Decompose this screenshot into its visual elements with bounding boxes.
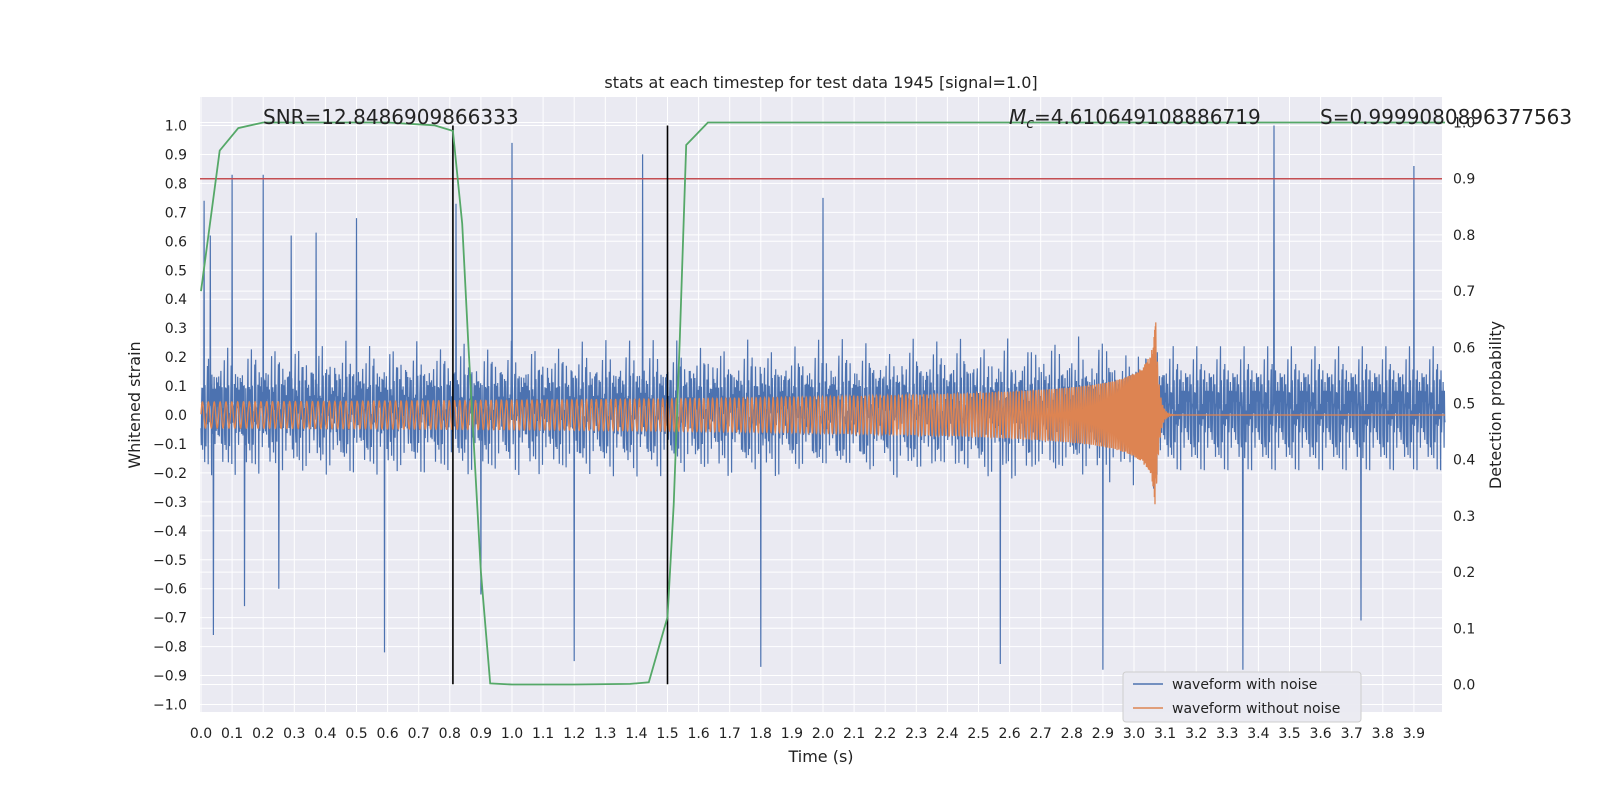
series-detection-probability xyxy=(200,121,1445,686)
x-tick-label: 2.8 xyxy=(1061,726,1083,742)
chirp-mass-value: =4.610649108886719 xyxy=(1034,105,1261,129)
x-tick-label: 0.4 xyxy=(314,726,336,742)
y-tick-label: 0.7 xyxy=(165,205,187,221)
x-tick-label: 1.5 xyxy=(656,726,678,742)
x-tick-label: 0.5 xyxy=(345,726,367,742)
y-tick-label: 0.1 xyxy=(165,379,187,395)
y-right-axis-ticks: 1.0 0.9 0.8 0.7 0.6 0.5 0.4 0.3 0.2 0.1 0.0 xyxy=(1453,116,1475,694)
y-tick-label: 0.9 xyxy=(165,147,187,163)
y-right-tick-label: 0.0 xyxy=(1453,678,1475,694)
series-waveform-with-noise xyxy=(200,125,1446,670)
chirp-mass-annotation: Mc=4.610649108886719 xyxy=(1009,105,1261,132)
x-axis-ticks: 0.0 0.1 0.2 0.3 0.4 0.5 0.6 0.7 0.8 0.9 1.0 1.1 1.2 1… xyxy=(190,726,1425,742)
legend-label-clean: waveform without noise xyxy=(1172,701,1340,717)
x-tick-label: 3.9 xyxy=(1403,726,1425,742)
waveform-with-noise-line xyxy=(200,125,1446,670)
y-tick-label: −0.2 xyxy=(153,466,187,482)
waveform-without-noise-line xyxy=(200,322,1445,505)
y-tick-label: 0.5 xyxy=(165,263,187,279)
y-tick-label: 0.3 xyxy=(165,321,187,337)
snr-annotation: SNR=12.8486909866333 xyxy=(263,105,519,129)
x-tick-label: 0.2 xyxy=(252,726,274,742)
x-tick-label: 1.4 xyxy=(625,726,647,742)
x-tick-label: 0.9 xyxy=(470,726,492,742)
x-tick-label: 2.6 xyxy=(998,726,1020,742)
x-tick-label: 3.1 xyxy=(1154,726,1176,742)
x-tick-label: 3.4 xyxy=(1247,726,1269,742)
x-tick-label: 2.5 xyxy=(967,726,989,742)
x-tick-label: 1.9 xyxy=(781,726,803,742)
x-tick-label: 2.3 xyxy=(905,726,927,742)
y-right-tick-label: 0.8 xyxy=(1453,228,1475,244)
y-right-tick-label: 1.0 xyxy=(1453,116,1475,132)
y-tick-label: 1.0 xyxy=(165,119,187,135)
x-tick-label: 1.6 xyxy=(687,726,709,742)
y-axis-ticks: 1.0 0.9 0.8 0.7 0.6 0.5 0.4 0.3 0.2 0.1 0.0 −0.1 −0.… xyxy=(153,119,187,714)
x-tick-label: 0.0 xyxy=(190,726,212,742)
x-tick-label: 3.5 xyxy=(1278,726,1300,742)
y-tick-label: 0.0 xyxy=(165,408,187,424)
x-tick-label: 2.4 xyxy=(936,726,958,742)
y-tick-label: −0.4 xyxy=(153,524,187,540)
legend-box xyxy=(1122,671,1362,723)
y-right-tick-label: 0.6 xyxy=(1453,340,1475,356)
x-tick-label: 3.0 xyxy=(1123,726,1145,742)
reference-lines xyxy=(200,125,1442,685)
y-right-tick-label: 0.5 xyxy=(1453,397,1475,413)
x-tick-label: 3.2 xyxy=(1185,726,1207,742)
x-tick-label: 0.6 xyxy=(376,726,398,742)
x-tick-label: 1.3 xyxy=(594,726,616,742)
x-tick-label: 2.1 xyxy=(843,726,865,742)
x-tick-label: 1.0 xyxy=(501,726,523,742)
detection-probability-line xyxy=(200,121,1445,686)
y-tick-label: −1.0 xyxy=(153,698,187,714)
chirp-mass-subscript: c xyxy=(1026,116,1034,132)
y-tick-label: 0.2 xyxy=(165,350,187,366)
x-tick-label: 1.2 xyxy=(563,726,585,742)
y-right-tick-label: 0.2 xyxy=(1453,565,1475,581)
x-tick-label: 2.9 xyxy=(1092,726,1114,742)
y-tick-label: 0.8 xyxy=(165,176,187,192)
chirp-mass-symbol: M xyxy=(1009,105,1026,129)
y-tick-label: −0.1 xyxy=(153,437,187,453)
y-right-axis-label: Detection probability xyxy=(1486,321,1505,489)
x-tick-label: 3.7 xyxy=(1341,726,1363,742)
x-tick-label: 0.1 xyxy=(221,726,243,742)
y-right-tick-label: 0.1 xyxy=(1453,621,1475,637)
y-tick-label: −0.3 xyxy=(153,495,187,511)
legend-label-noise: waveform with noise xyxy=(1172,677,1317,693)
x-axis-label: Time (s) xyxy=(787,747,853,766)
y-tick-label: −0.9 xyxy=(153,669,187,685)
x-tick-label: 1.7 xyxy=(719,726,741,742)
s-annotation: S=0.9999080896377563 xyxy=(1320,105,1572,129)
x-tick-label: 3.6 xyxy=(1309,726,1331,742)
y-right-tick-label: 0.9 xyxy=(1453,172,1475,188)
x-tick-label: 1.8 xyxy=(750,726,772,742)
x-tick-label: 2.0 xyxy=(812,726,834,742)
y-tick-label: 0.4 xyxy=(165,292,187,308)
x-tick-label: 2.2 xyxy=(874,726,896,742)
y-tick-label: −0.5 xyxy=(153,553,187,569)
y-right-tick-label: 0.3 xyxy=(1453,509,1475,525)
legend: waveform with noise waveform without noi… xyxy=(1122,671,1362,723)
x-tick-label: 0.3 xyxy=(283,726,305,742)
series-waveform-without-noise xyxy=(200,322,1445,505)
y-tick-label: 0.6 xyxy=(165,234,187,250)
x-tick-label: 0.8 xyxy=(439,726,461,742)
y-tick-label: −0.6 xyxy=(153,582,187,598)
y-tick-label: −0.7 xyxy=(153,611,187,627)
chart-title: stats at each timestep for test data 194… xyxy=(604,73,1037,92)
y-axis-label: Whitened strain xyxy=(125,341,144,468)
x-tick-label: 1.1 xyxy=(532,726,554,742)
y-right-tick-label: 0.7 xyxy=(1453,284,1475,300)
y-right-tick-label: 0.4 xyxy=(1453,453,1475,469)
x-tick-label: 0.7 xyxy=(408,726,430,742)
y-tick-label: −0.8 xyxy=(153,640,187,656)
x-tick-label: 2.7 xyxy=(1030,726,1052,742)
x-tick-label: 3.8 xyxy=(1372,726,1394,742)
x-tick-label: 3.3 xyxy=(1216,726,1238,742)
